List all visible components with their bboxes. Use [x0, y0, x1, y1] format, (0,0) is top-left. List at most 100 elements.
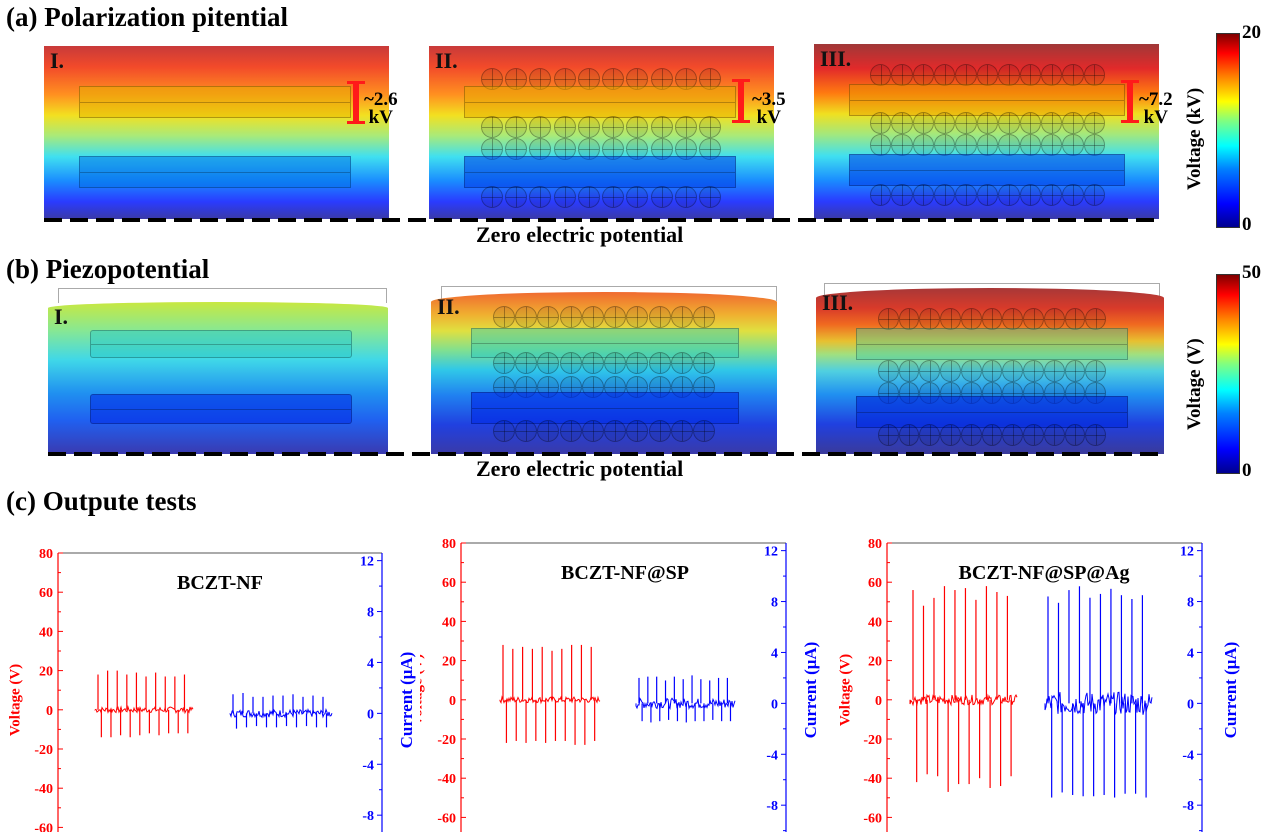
- decorated-particle-row: [878, 308, 1107, 330]
- y-tick-label-left: -20: [437, 733, 456, 748]
- sim-label: I.: [54, 304, 69, 329]
- colorbar-a-min: 0: [1242, 214, 1252, 235]
- zero-potential-line-b: [48, 452, 1164, 456]
- colorbar-a-title: Voltage (kV): [1184, 87, 1205, 190]
- undeformed-outline-II: [441, 286, 777, 301]
- y-tick-label-left: 20: [868, 655, 882, 670]
- y-tick-label-right: -8: [362, 809, 374, 824]
- electrode-bottom: [849, 154, 1125, 186]
- voltage-diff-arrow-II: [732, 79, 750, 123]
- chart-title: BCZT-NF@SP@Ag: [959, 562, 1130, 584]
- y-tick-label-right: 12: [1180, 545, 1194, 560]
- sim-label: I.: [50, 48, 65, 73]
- decorated-particle-row: [870, 184, 1105, 206]
- annotation-value: ~7.2: [1139, 89, 1173, 110]
- sim-label: II.: [435, 48, 458, 73]
- undeformed-outline-III: [824, 283, 1160, 298]
- y-tick-label-left: 0: [449, 694, 456, 709]
- y-tick-label-right: 0: [1187, 697, 1194, 712]
- y-tick-label-left: 40: [442, 615, 456, 630]
- y-tick-label-left: 0: [875, 694, 882, 709]
- zero-potential-label-a: Zero electric potential: [476, 222, 684, 247]
- polarization-sim-I: I.: [44, 46, 389, 219]
- colorbar-b: [1216, 274, 1240, 474]
- y-axis-label-right: Current (μA): [801, 642, 820, 739]
- y-axis-label-left: Voltage (V): [837, 654, 853, 726]
- zero-potential-label-b: Zero electric potential: [476, 456, 684, 481]
- sim-label: III.: [820, 46, 852, 71]
- polarization-sim-II: II.: [429, 46, 774, 219]
- zero-potential-line-a: [44, 218, 1160, 222]
- y-tick-label-left: 80: [442, 537, 456, 552]
- annotation-unit: kV: [756, 107, 781, 128]
- piezo-sim-I: I.: [48, 302, 388, 454]
- electrode-bottom: [471, 392, 739, 424]
- y-tick-label-right: 4: [1187, 646, 1194, 661]
- y-tick-label-left: 20: [39, 665, 53, 680]
- voltage-diff-annotation-II: ~3.5 kV: [752, 89, 786, 128]
- chart-title: BCZT-NF: [177, 572, 263, 594]
- voltage-diff-arrow-I: [347, 81, 365, 124]
- electrode-top: [90, 330, 352, 358]
- electrode-bottom: [79, 156, 351, 188]
- y-tick-label-left: 20: [442, 655, 456, 670]
- y-tick-label-left: 40: [868, 615, 882, 630]
- y-tick-label-left: -20: [34, 743, 53, 758]
- y-tick-label-left: -20: [863, 733, 882, 748]
- particle-row: [481, 68, 721, 90]
- particle-row: [481, 186, 721, 208]
- decorated-particle-row: [878, 360, 1107, 382]
- electrode-bottom: [464, 156, 736, 188]
- y-tick-label-left: -40: [437, 772, 456, 787]
- voltage-baseline: [909, 693, 1018, 707]
- undeformed-outline-I: [58, 288, 387, 303]
- sim-label: III.: [822, 290, 854, 315]
- y-tick-label-left: 60: [442, 576, 456, 591]
- y-tick-label-left: -60: [863, 811, 882, 826]
- y-axis-label-right: Current (μA): [1221, 642, 1240, 739]
- annotation-value: ~2.6: [364, 89, 398, 110]
- electrode-top: [856, 328, 1128, 360]
- particle-row: [493, 420, 715, 442]
- voltage-diff-arrow-III: [1121, 80, 1139, 123]
- y-tick-label-right: -4: [766, 748, 778, 763]
- voltage-diff-annotation-III: ~7.2 kV: [1139, 89, 1173, 127]
- annotation-value: ~3.5: [752, 89, 786, 110]
- y-tick-label-right: 8: [771, 596, 778, 611]
- y-tick-label-left: 80: [39, 547, 53, 562]
- piezo-sim-III: III.: [816, 288, 1164, 454]
- y-tick-label-left: 60: [868, 576, 882, 591]
- particle-row: [481, 138, 721, 160]
- particle-row: [493, 306, 715, 328]
- colorbar-a: [1216, 33, 1240, 228]
- colorbar-b-title: Voltage (V): [1184, 338, 1205, 430]
- y-tick-label-right: -8: [766, 799, 778, 814]
- y-tick-label-right: 8: [367, 606, 374, 621]
- y-axis-label-left: Voltage (V): [7, 664, 23, 736]
- y-axis-label-left: Voltage (V): [420, 654, 425, 726]
- y-tick-label-left: 80: [868, 537, 882, 552]
- y-tick-label-right: -4: [362, 758, 374, 773]
- y-tick-label-left: -60: [437, 811, 456, 826]
- y-tick-label-right: 12: [360, 555, 374, 570]
- y-tick-label-right: 4: [771, 646, 778, 661]
- y-tick-label-right: 8: [1187, 596, 1194, 611]
- y-tick-label-right: 4: [367, 656, 374, 671]
- y-tick-label-right: -4: [1182, 748, 1194, 763]
- electrode-top: [849, 84, 1125, 116]
- y-tick-label-right: -8: [1182, 799, 1194, 814]
- panel-a-title: (a) Polarization pitential: [6, 2, 288, 32]
- chart-title: BCZT-NF@SP: [561, 562, 689, 584]
- sim-label: II.: [437, 294, 460, 319]
- y-tick-label-left: -40: [863, 772, 882, 787]
- colorbar-b-max: 50: [1242, 262, 1261, 283]
- voltage-diff-annotation-I: ~2.6 kV: [364, 89, 398, 127]
- colorbar-b-min: 0: [1242, 460, 1252, 481]
- y-tick-label-right: 12: [764, 545, 778, 560]
- particle-row: [481, 116, 721, 138]
- piezo-sim-II: II.: [431, 292, 777, 454]
- decorated-particle-row: [878, 424, 1107, 446]
